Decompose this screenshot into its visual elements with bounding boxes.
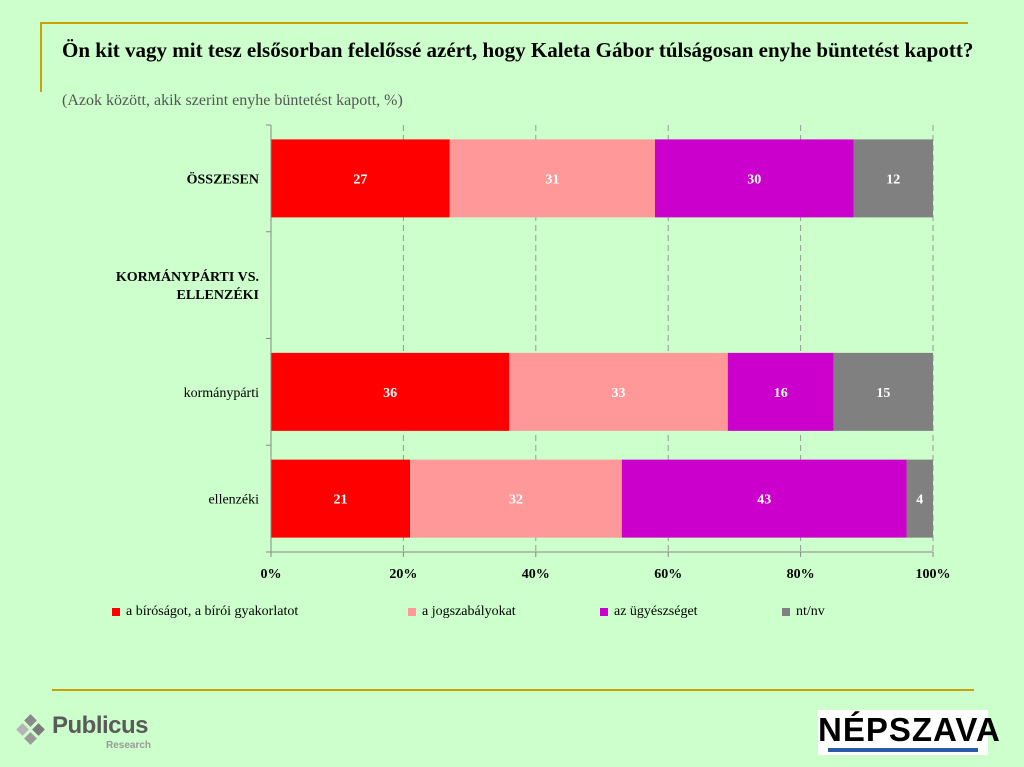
legend-label: a bíróságot, a bírói gyakorlatot [126,604,299,619]
x-tick-label: 40% [522,567,550,582]
data-label: 33 [612,386,626,401]
data-label: 30 [747,172,761,187]
legend-label: az ügyészséget [614,604,698,619]
legend-item: a jogszabályokat [408,604,516,620]
x-tick-label: 60% [654,567,682,582]
bar-segment [410,459,622,538]
left-rule [40,22,42,92]
publicus-logo: Publicus Research [14,712,154,752]
category-label: ellenzéki [208,493,259,508]
bar-segment [654,139,854,218]
chart-title: Ön kit vagy mit tesz elsősorban felelőss… [62,38,974,62]
x-tick-label: 0% [261,567,282,582]
bar-segment [271,459,411,538]
bar-segment [833,352,933,431]
category-label: KORMÁNYPÁRTI VS. [116,268,259,285]
x-tick-label: 80% [787,567,815,582]
legend-item: a bíróságot, a bírói gyakorlatot [112,604,298,620]
data-label: 27 [353,172,367,187]
data-label: 12 [886,172,900,187]
legend-swatch [408,608,416,616]
nepszava-logo-name: NÉPSZAVA [818,711,1001,748]
category-label: ÖSSZESEN [187,170,259,187]
chart-legend: a bíróságot, a bírói gyakorlatot a jogsza… [112,604,912,624]
data-label: 31 [545,172,559,187]
category-label: kormánypárti [184,386,260,401]
legend-swatch [112,608,120,616]
top-rule [40,22,968,24]
legend-label: a jogszabályokat [422,604,516,619]
stacked-bar-chart: 27 31 30 12 ÖSSZESEN KORMÁNYPÁRTI VS.ELLENZÉK… [116,124,951,582]
publicus-logo-name: Publicus [52,712,149,739]
bar-segment [271,139,450,218]
data-label: 32 [509,493,523,508]
legend-label: nt/nv [796,604,825,619]
data-label: 16 [774,386,788,401]
data-label: 15 [876,386,890,401]
data-label: 36 [383,386,397,401]
bar-segment [621,459,907,538]
nepszava-logo: NÉPSZAVA [818,710,1001,755]
data-label: 4 [916,493,923,508]
legend-item: nt/nv [782,604,825,620]
legend-swatch [782,608,790,616]
legend-swatch [600,608,608,616]
bar-segment [853,139,933,218]
nepszava-logo-strip [828,748,978,752]
publicus-logo-sub: Research [106,740,152,751]
bar-segment [509,352,728,431]
bar-segment [727,352,834,431]
x-tick-label: 20% [389,567,417,582]
x-tick-label: 100% [916,567,951,582]
legend-item: az ügyészséget [600,604,698,620]
bar-segment [271,352,510,431]
data-label: 21 [334,493,348,508]
bar-segment [449,139,655,218]
chart-subtitle: (Azok között, akik szerint enyhe bünteté… [62,92,403,109]
bar-segment [906,459,933,538]
bottom-rule [52,689,974,691]
data-label: 43 [757,493,771,508]
category-label: ELLENZÉKI [177,286,259,303]
publicus-diamond-icon [16,714,45,745]
